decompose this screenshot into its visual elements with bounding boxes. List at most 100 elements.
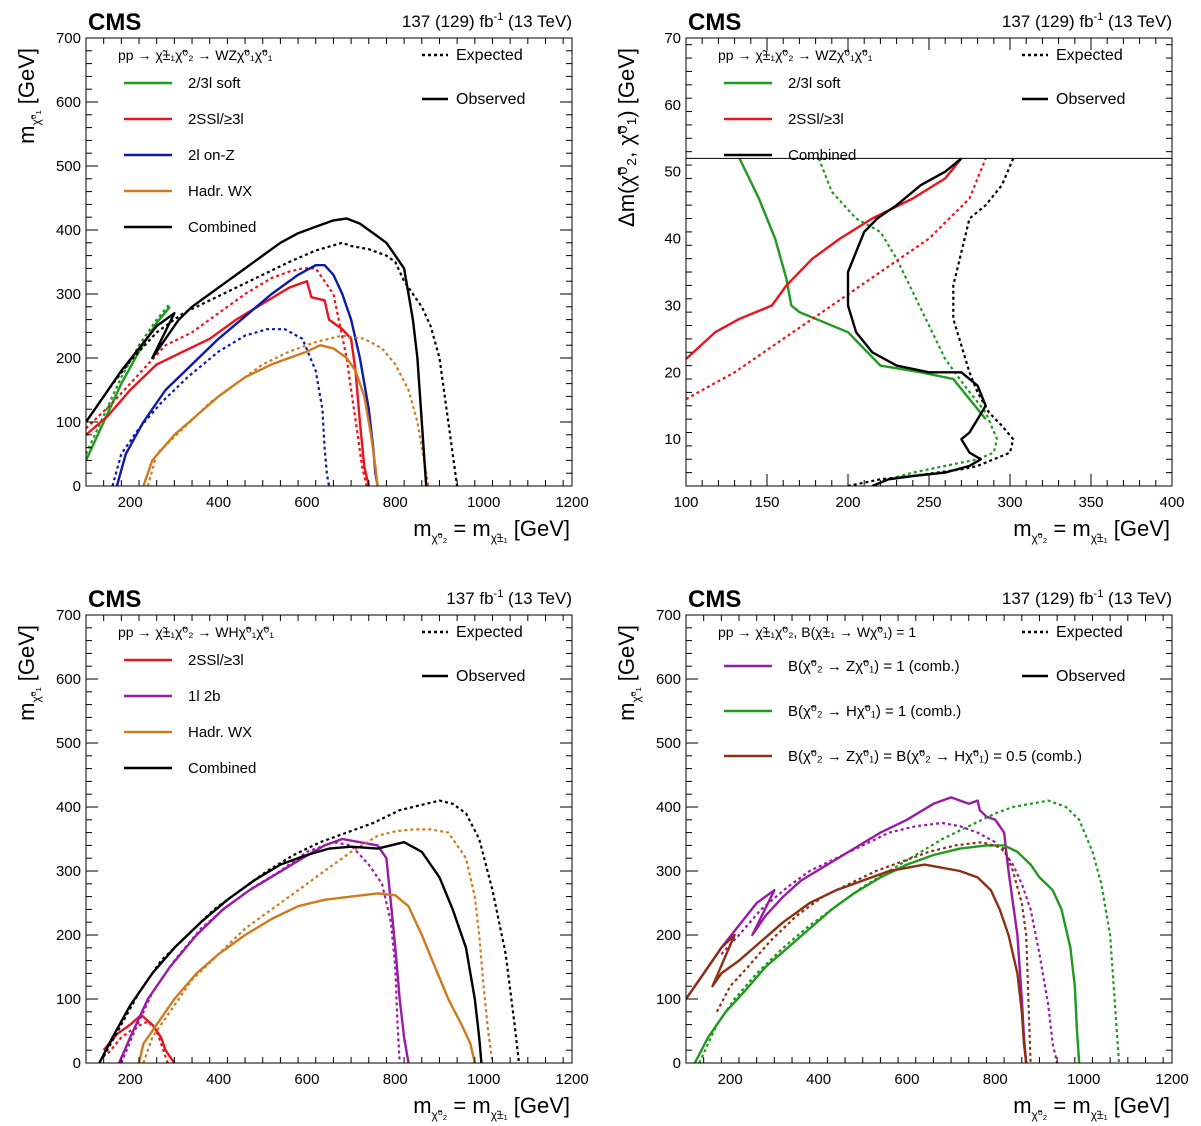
series-line-1: [102, 1013, 176, 1063]
y-tick-label: 400: [656, 799, 681, 816]
y-tick-label: 50: [664, 164, 681, 181]
x-axis-label-part: χ̃±₁: [1091, 1108, 1108, 1122]
y-tick-label: 400: [56, 222, 81, 239]
series-group: [98, 799, 521, 1063]
series-line-3: [686, 157, 963, 360]
lumi-label: 137 (129) fb-1 (13 TeV): [1002, 588, 1172, 608]
y-axis-label: mχ̃⁰₁ [GeV]: [14, 48, 43, 144]
series-line-1: [738, 157, 987, 420]
y-tick-label: 20: [664, 364, 681, 381]
x-tick-label: 200: [118, 494, 143, 511]
series-line-5: [846, 157, 987, 486]
y-tick-label: 700: [56, 607, 81, 624]
x-axis-label-part: m: [1013, 1093, 1031, 1118]
x-tick-label: 400: [806, 1071, 831, 1088]
series-line-4: [120, 841, 401, 1063]
plot-frame: [685, 614, 1173, 1064]
y-tick-label: 300: [656, 863, 681, 880]
lumi-value: 137 (129) fb: [1002, 12, 1094, 31]
y-tick-label: 30: [664, 297, 681, 314]
series-line-9: [86, 217, 428, 486]
series-group: [86, 217, 459, 486]
x-axis-label-part: [GeV]: [1108, 1093, 1170, 1118]
y-axis-label-part: [GeV]: [14, 48, 39, 110]
x-axis-label-part: m: [413, 1093, 431, 1118]
y-tick-label: 500: [56, 735, 81, 752]
style-legend-label: Observed: [456, 668, 525, 685]
style-legend-label: Expected: [1056, 47, 1123, 64]
x-axis-label-part: = m: [447, 1093, 490, 1118]
series-line-5: [137, 892, 476, 1063]
x-axis-label: mχ̃⁰₂ = mχ̃±₁ [GeV]: [1013, 1093, 1170, 1122]
cms-label: CMS: [88, 9, 141, 36]
legend-label: 2SSl/≥3l: [788, 111, 844, 128]
series-group: [686, 157, 1015, 486]
y-axis-label-part: m: [614, 703, 639, 721]
x-tick-label: 800: [383, 494, 408, 511]
series-line-5: [686, 863, 1028, 1063]
x-tick-label: 1000: [1067, 1071, 1100, 1088]
series-line-2: [817, 158, 999, 486]
x-axis-label-part: χ̃±₁: [491, 1108, 508, 1122]
lumi-value: 137 fb: [446, 589, 493, 608]
x-axis-label-part: = m: [1047, 516, 1090, 541]
y-axis-label-part: m: [14, 126, 39, 144]
series-line-6: [111, 328, 331, 486]
series-line-4: [686, 157, 987, 401]
legend-label: 1l 2b: [188, 688, 221, 705]
y-axis-label-part: m: [14, 703, 39, 721]
y-tick-label: 200: [656, 927, 681, 944]
y-tick-label: 600: [656, 671, 681, 688]
x-tick-label: 800: [983, 1071, 1008, 1088]
series-line-1: [686, 796, 1028, 1063]
legend-label: 2/3l soft: [188, 75, 241, 92]
x-axis-label-part: [GeV]: [508, 516, 570, 541]
x-tick-label: 150: [754, 494, 779, 511]
x-tick-label: 400: [206, 1071, 231, 1088]
series-line-2: [720, 821, 1059, 1063]
legend-label: Hadr. WX: [188, 724, 252, 741]
lumi-label: 137 (129) fb-1 (13 TeV): [402, 11, 572, 31]
x-tick-label: 1200: [555, 1071, 588, 1088]
y-axis-label-part: χ̃⁰₁: [629, 687, 643, 702]
panel-4: 200 400 600 800 1000 1200 0 100 200 300 400 500 600 7…: [614, 586, 1189, 1122]
y-axis-label-part: [GeV]: [614, 625, 639, 687]
x-tick-label: 200: [718, 1071, 743, 1088]
x-axis-label-part: χ̃±₁: [1091, 531, 1108, 545]
y-tick-label: 200: [56, 927, 81, 944]
legend-label: B(χ̃⁰₂ → Hχ̃⁰₁) = 1 (comb.): [788, 703, 961, 720]
lumi-exponent: -1: [494, 11, 504, 23]
x-tick-label: 400: [206, 494, 231, 511]
legend-label: 2SSl/≥3l: [188, 652, 244, 669]
x-tick-label: 1200: [1155, 1071, 1188, 1088]
plot-frame: [85, 614, 573, 1064]
series-line-7: [98, 841, 483, 1063]
style-legend-label: Observed: [1056, 668, 1125, 685]
panel-2: 100 150 200 250 300 350 400 10 20 30 40 50 60 70 CMS 13…: [614, 9, 1185, 545]
style-legend-label: Observed: [1056, 91, 1125, 108]
x-axis-label-part: [GeV]: [1108, 516, 1170, 541]
x-tick-label: 1000: [467, 1071, 500, 1088]
x-tick-label: 200: [835, 494, 860, 511]
process-label: pp → χ̃±₁χ̃⁰₂ → WHχ̃⁰₁χ̃⁰₁: [118, 624, 274, 640]
legend-label: 2l on-Z: [188, 147, 235, 164]
y-axis-label-part: χ̃⁰₁: [29, 110, 43, 125]
x-axis-label-part: m: [413, 516, 431, 541]
x-tick-label: 600: [894, 1071, 919, 1088]
series-line-6: [715, 841, 1032, 1063]
x-tick-label: 350: [1078, 494, 1103, 511]
y-tick-label: 600: [56, 671, 81, 688]
legend-label: Combined: [788, 147, 856, 164]
series-line-5: [115, 264, 379, 486]
style-legend-label: Observed: [456, 91, 525, 108]
y-axis-label-part: Δm(χ̃⁰₂, χ̃⁰₁) [GeV]: [614, 48, 639, 227]
legend-label: Hadr. WX: [188, 183, 252, 200]
y-tick-label: 0: [73, 1055, 81, 1072]
y-tick-label: 0: [673, 1055, 681, 1072]
y-tick-label: 300: [56, 286, 81, 303]
x-axis-label-part: χ̃⁰₂: [1032, 1108, 1048, 1122]
process-label: pp → χ̃±₁χ̃⁰₂, B(χ̃±₁ → Wχ̃⁰₁) = 1: [718, 624, 916, 640]
cms-label: CMS: [88, 586, 141, 613]
y-tick-label: 40: [664, 231, 681, 248]
